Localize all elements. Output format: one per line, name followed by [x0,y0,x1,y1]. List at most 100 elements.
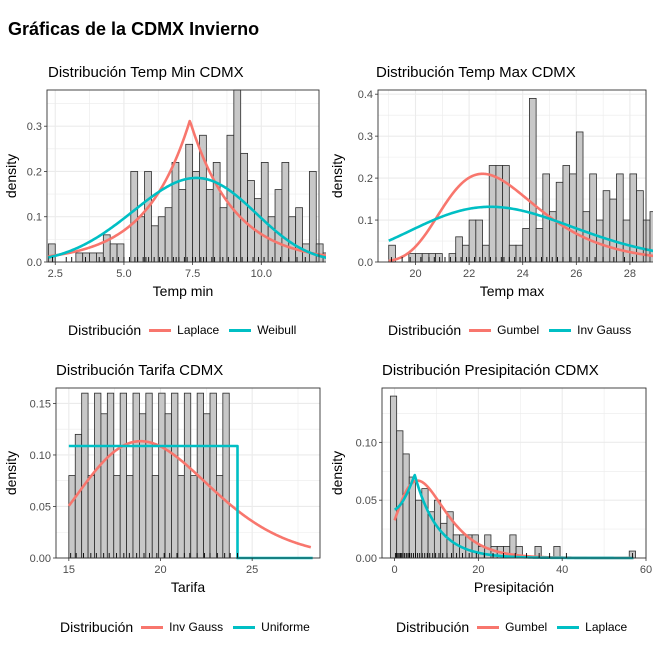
chart-plot: 15 20 25 0.00 0.05 0.10 0.15 Tarifa density [3,387,321,595]
histogram-bar [468,219,477,263]
y-tick-label: 0.2 [27,166,42,178]
page-title: Gráficas de la CDMX Invierno [8,19,260,39]
x-tick-label: 2.5 [48,268,63,280]
x-tick-label: 20 [409,268,421,280]
x-tick-label: 22 [463,268,475,280]
x-tick-label: 10.0 [251,268,272,280]
legend-key-inv-gauss: Inv Gauss [141,620,223,634]
density-curve [48,119,326,258]
x-tick-label: 60 [640,564,652,576]
histogram-bar [151,225,159,263]
x-axis-label: Temp min [153,283,214,299]
histogram-bar [462,244,470,263]
y-axis-label: density [3,154,19,198]
chart-plot: 20 22 24 26 28 0.0 0.1 0.2 0.3 0.4 Temp max density [329,89,653,299]
histogram-bar [475,219,483,263]
histogram-bar [158,392,166,559]
histogram-bar [589,173,597,263]
histogram-bar [274,189,283,263]
x-tick-label: 20 [154,564,166,576]
y-tick-label: 0.00 [30,553,51,565]
x-tick-label: 28 [624,268,636,280]
legend-label: Inv Gauss [577,323,632,337]
x-tick-label: 40 [556,564,568,576]
density-curve [67,439,312,549]
histogram-bar [178,189,187,263]
chart-title: Distribución Tarifa CDMX [56,362,224,379]
histogram-bar [402,453,410,559]
histogram-bar [47,243,56,263]
histogram-bar [226,134,235,263]
plot-border [46,89,320,263]
chart-legend: Distribución Laplace Weibull [68,322,306,338]
legend-swatch [149,328,172,332]
chart-legend: Distribución Gumbel Inv Gauss [388,322,641,338]
chart-plot: 2.5 5.0 7.5 10.0 0.0 0.1 0.2 0.3 Temp min density [3,89,326,299]
histogram-bar [164,413,172,559]
legend-title: Distribución [60,619,134,635]
legend-title: Distribución [68,322,142,338]
histogram-bar [219,207,228,263]
histogram-bar [157,216,166,263]
legend-swatch [549,328,572,332]
y-tick-label: 0.10 [30,450,51,462]
histogram-bar [575,131,584,263]
histogram-bar [68,475,76,559]
legend-swatch [141,625,164,629]
legend-swatch [557,625,580,629]
x-tick-label: 25 [246,564,258,576]
histogram-bar [515,244,524,263]
y-tick-label: 0.05 [356,495,377,507]
x-tick-label: 20 [472,564,484,576]
y-axis-label: density [3,451,19,495]
chart-panel-temp-min: Distribución Temp Min CDMX 2.5 5.0 7.5 10.0… [0,60,326,350]
histogram-bar [144,171,152,263]
histogram-bar [222,392,230,559]
y-tick-label: 0.1 [27,212,42,224]
histogram-bar [205,189,214,263]
histogram-bar [183,392,192,559]
y-tick-label: 0.0 [358,257,373,269]
density-curve [388,205,653,253]
chart-title: Distribución Presipitación CDMX [382,362,599,379]
histogram-bar [171,392,179,559]
histogram-bar [190,475,198,559]
legend-key-laplace: Laplace [557,620,627,634]
legend-swatch [229,328,252,332]
x-tick-label: 5.0 [116,268,131,280]
y-tick-label: 0.05 [30,501,51,513]
histogram-bar [87,475,95,559]
histogram-bar [247,180,255,263]
histogram-bar [622,219,631,263]
histogram-bar [562,165,571,263]
legend-label: Uniforme [261,620,310,634]
x-axis-label: Tarifa [171,579,205,595]
histogram-bar [81,392,89,559]
histogram-bar [113,475,121,559]
y-tick-label: 0.2 [358,173,373,185]
chart-panel-presipitacion: Distribución Presipitación CDMX 0 20 40 60 0… [326,356,653,646]
histogram-bar [488,165,497,263]
histogram-bar [396,430,404,559]
histogram-bar [522,228,530,263]
legend-key-inv-gauss: Inv Gauss [549,323,631,337]
histogram-bar [529,97,537,263]
y-tick-label: 0.3 [358,131,373,143]
legend-key-gumbel: Gumbel [469,323,539,337]
histogram-bar [421,253,430,263]
histogram-bar [649,211,653,263]
chart-title: Distribución Temp Max CDMX [376,64,576,81]
histogram-bar [164,207,173,263]
histogram-bar [535,228,544,263]
histogram-bar [75,252,84,263]
plot-border [377,89,647,263]
histogram-bar [89,252,97,263]
histogram-bar [609,198,617,263]
x-tick-label: 7.5 [185,268,200,280]
y-axis-label: density [329,451,345,495]
histogram-bar [212,162,221,263]
histogram-bar [308,171,317,263]
y-tick-label: 0.00 [356,553,377,565]
legend-title: Distribución [388,322,462,338]
histogram-bar [440,522,448,559]
